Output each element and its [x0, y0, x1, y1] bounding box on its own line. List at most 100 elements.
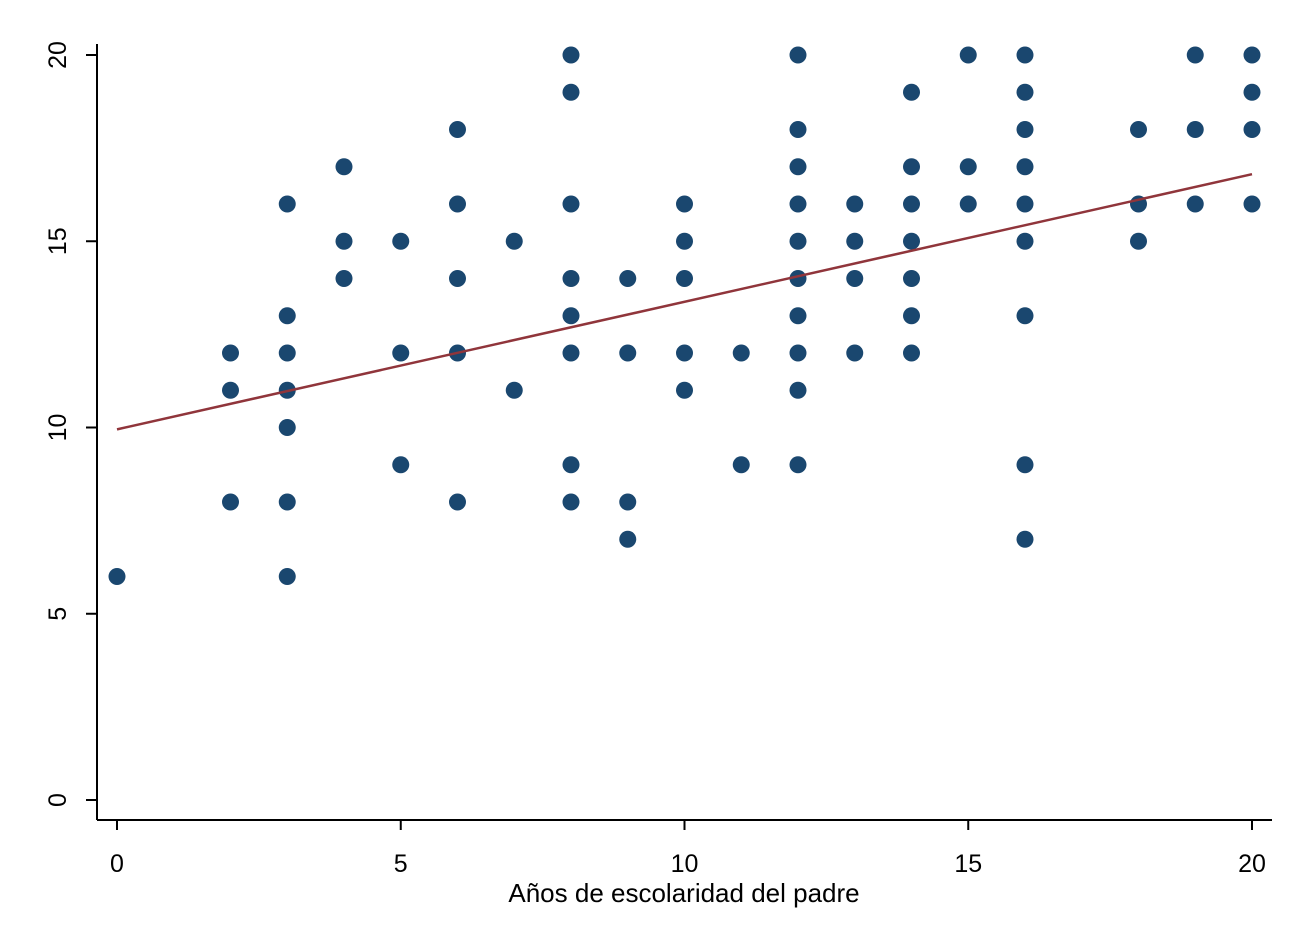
- data-point: [1243, 121, 1261, 138]
- data-point: [846, 195, 864, 213]
- data-point: [392, 344, 410, 362]
- data-point: [1130, 121, 1147, 138]
- data-point: [278, 568, 296, 585]
- data-point: [1016, 195, 1034, 213]
- data-point: [562, 270, 580, 287]
- data-point: [619, 270, 637, 287]
- data-point: [392, 232, 410, 250]
- data-point: [1016, 121, 1034, 138]
- data-point: [1130, 232, 1147, 250]
- data-point: [789, 46, 807, 64]
- data-point: [732, 456, 750, 474]
- data-point: [278, 493, 296, 511]
- x-axis-title: Años de escolaridad del padre: [508, 878, 859, 908]
- data-point: [449, 493, 466, 511]
- data-point: [562, 307, 580, 325]
- data-point: [959, 195, 977, 213]
- data-point: [903, 344, 920, 362]
- data-point: [789, 158, 807, 176]
- data-point: [562, 456, 580, 474]
- data-point: [1243, 83, 1261, 101]
- data-point: [335, 270, 353, 287]
- data-point: [959, 158, 977, 176]
- data-point: [505, 232, 523, 250]
- data-point: [676, 270, 693, 287]
- y-tick-label: 10: [44, 414, 72, 442]
- data-point: [278, 307, 296, 325]
- data-point: [903, 307, 920, 325]
- data-point: [1016, 46, 1034, 64]
- data-point: [789, 456, 807, 474]
- data-point: [335, 232, 353, 250]
- data-point: [562, 493, 580, 511]
- data-point: [562, 83, 580, 101]
- y-ticks: 0 5 10 15 20: [44, 41, 97, 807]
- data-point: [505, 381, 523, 399]
- data-point: [278, 195, 296, 213]
- x-tick-label: 15: [954, 850, 982, 878]
- fit-line-layer: [116, 172, 1253, 431]
- data-point: [619, 344, 637, 362]
- x-tick-label: 10: [671, 850, 699, 878]
- data-point: [676, 232, 693, 250]
- data-point: [619, 530, 637, 548]
- data-point: [903, 83, 920, 101]
- data-point: [789, 232, 807, 250]
- data-point: [789, 195, 807, 213]
- data-point: [903, 270, 920, 287]
- points-layer: [108, 46, 1261, 585]
- data-point: [676, 381, 693, 399]
- data-point: [222, 493, 239, 511]
- y-tick-label: 5: [44, 607, 72, 621]
- data-point: [449, 270, 466, 287]
- data-point: [1016, 307, 1034, 325]
- data-point: [1186, 121, 1204, 138]
- data-point: [449, 121, 466, 138]
- data-point: [449, 195, 466, 213]
- data-point: [789, 307, 807, 325]
- data-point: [903, 232, 920, 250]
- data-point: [278, 344, 296, 362]
- x-tick-label: 0: [110, 850, 124, 878]
- y-tick-label: 15: [44, 227, 72, 255]
- data-point: [619, 493, 637, 511]
- data-point: [676, 195, 693, 213]
- data-point: [1016, 232, 1034, 250]
- data-point: [1186, 195, 1204, 213]
- x-ticks: 0 5 10 15 20: [110, 820, 1266, 878]
- data-point: [732, 344, 750, 362]
- data-point: [222, 381, 239, 399]
- data-point: [903, 195, 920, 213]
- data-point: [676, 344, 693, 362]
- data-point: [789, 344, 807, 362]
- axes: [96, 44, 1272, 821]
- data-point: [335, 158, 353, 176]
- x-tick-label: 20: [1238, 850, 1266, 878]
- y-tick-label: 20: [44, 41, 72, 69]
- data-point: [1016, 456, 1034, 474]
- data-point: [1016, 158, 1034, 176]
- y-tick-label: 0: [44, 793, 72, 807]
- data-point: [392, 456, 410, 474]
- data-point: [108, 568, 126, 585]
- data-point: [1016, 83, 1034, 101]
- data-point: [959, 46, 977, 64]
- data-point: [562, 195, 580, 213]
- data-point: [903, 158, 920, 176]
- data-point: [846, 270, 864, 287]
- data-point: [222, 344, 239, 362]
- data-point: [562, 46, 580, 64]
- data-point: [789, 381, 807, 399]
- x-tick-label: 5: [394, 850, 408, 878]
- data-point: [562, 344, 580, 362]
- fit-line: [116, 172, 1253, 431]
- data-point: [1243, 195, 1261, 213]
- data-point: [1243, 46, 1261, 64]
- data-point: [278, 419, 296, 436]
- data-point: [789, 121, 807, 138]
- data-point: [846, 344, 864, 362]
- data-point: [1016, 530, 1034, 548]
- data-point: [1186, 46, 1204, 64]
- data-point: [846, 232, 864, 250]
